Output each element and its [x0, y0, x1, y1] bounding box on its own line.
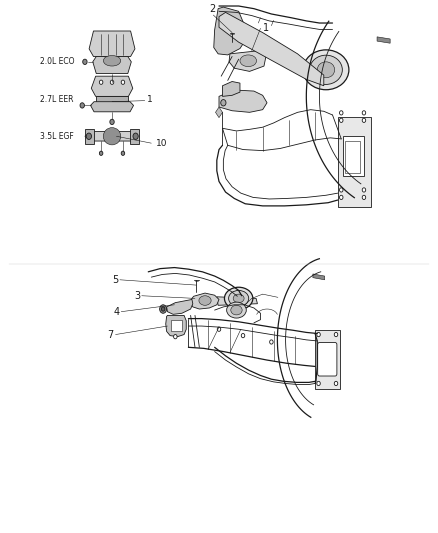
Circle shape [221, 100, 226, 106]
Polygon shape [191, 293, 219, 309]
Text: 3: 3 [134, 290, 140, 301]
Circle shape [110, 119, 114, 125]
Circle shape [110, 82, 115, 88]
Text: 2.0L ECO: 2.0L ECO [40, 58, 74, 66]
Circle shape [241, 334, 245, 338]
Circle shape [317, 381, 320, 385]
Circle shape [339, 111, 343, 115]
Circle shape [334, 333, 338, 337]
Polygon shape [166, 316, 186, 337]
Ellipse shape [240, 55, 257, 67]
Circle shape [83, 59, 87, 64]
Polygon shape [85, 132, 139, 141]
Circle shape [99, 80, 103, 84]
Circle shape [159, 305, 166, 313]
Polygon shape [91, 102, 134, 112]
Text: 7: 7 [108, 329, 114, 340]
Bar [343, 136, 364, 176]
Circle shape [217, 327, 221, 332]
FancyBboxPatch shape [318, 343, 337, 376]
Polygon shape [219, 90, 267, 112]
Ellipse shape [199, 296, 211, 305]
Polygon shape [214, 7, 249, 55]
Circle shape [362, 188, 366, 192]
Polygon shape [229, 50, 266, 71]
Text: 4: 4 [113, 306, 120, 317]
Polygon shape [217, 297, 258, 305]
Bar [338, 117, 371, 207]
Ellipse shape [229, 290, 249, 306]
Circle shape [270, 340, 273, 344]
Text: 1: 1 [263, 23, 269, 34]
Polygon shape [313, 274, 325, 280]
Ellipse shape [231, 305, 242, 315]
Circle shape [133, 133, 138, 140]
Polygon shape [219, 12, 324, 86]
Polygon shape [93, 56, 131, 74]
Ellipse shape [224, 287, 253, 310]
Text: 5: 5 [112, 275, 118, 285]
Bar [171, 320, 182, 332]
Circle shape [362, 195, 366, 199]
Circle shape [121, 151, 125, 156]
Circle shape [86, 133, 92, 140]
Circle shape [339, 195, 343, 199]
Bar [315, 330, 340, 389]
Circle shape [80, 103, 85, 108]
Polygon shape [131, 128, 139, 144]
Circle shape [317, 333, 320, 337]
Bar [345, 141, 360, 173]
Polygon shape [85, 128, 94, 144]
Text: 2.7L EER: 2.7L EER [40, 94, 74, 103]
Text: 3.5L EGF: 3.5L EGF [40, 132, 74, 141]
Circle shape [161, 307, 165, 311]
Ellipse shape [317, 62, 335, 78]
Circle shape [334, 381, 338, 385]
Ellipse shape [103, 55, 121, 66]
Text: 10: 10 [155, 139, 167, 148]
Ellipse shape [303, 50, 349, 90]
Text: 2: 2 [209, 4, 215, 14]
Ellipse shape [310, 55, 343, 84]
Circle shape [362, 118, 366, 123]
Circle shape [339, 188, 343, 192]
Polygon shape [223, 82, 240, 96]
Ellipse shape [233, 294, 244, 303]
Polygon shape [215, 107, 223, 118]
Polygon shape [95, 96, 128, 102]
Ellipse shape [226, 302, 246, 318]
Circle shape [339, 118, 343, 123]
Polygon shape [166, 300, 193, 314]
Circle shape [121, 80, 125, 84]
Circle shape [362, 111, 366, 115]
Polygon shape [89, 31, 135, 56]
Polygon shape [377, 37, 390, 43]
Circle shape [99, 151, 103, 156]
Ellipse shape [103, 127, 121, 145]
Text: 1: 1 [147, 94, 153, 103]
Polygon shape [91, 76, 133, 96]
Circle shape [110, 80, 114, 84]
Circle shape [173, 335, 177, 339]
